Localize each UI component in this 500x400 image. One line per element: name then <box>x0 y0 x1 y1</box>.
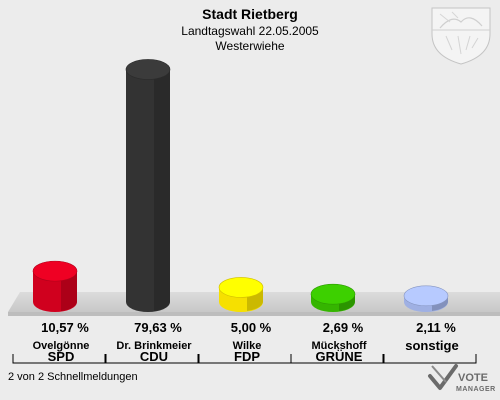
label-bracket <box>290 354 384 364</box>
party-label: CDU <box>140 349 168 364</box>
candidate-label: Dr. Brinkmeier <box>116 340 192 352</box>
vote-manager-logo: VOTE MANAGER <box>428 364 496 393</box>
brand-line1: VOTE <box>458 372 488 384</box>
bar-fdp <box>218 277 264 312</box>
party-label: SPD <box>48 349 75 364</box>
value-label: 2,11 % <box>416 320 456 335</box>
value-label: 79,63 % <box>134 320 182 335</box>
candidate-label: Wilke <box>233 340 262 352</box>
bar-spd <box>32 260 78 312</box>
brand-line2: MANAGER <box>456 386 496 393</box>
bar-cdu <box>125 59 171 312</box>
label-bracket <box>383 354 477 364</box>
label-bracket <box>12 354 106 364</box>
bar-sonstige <box>403 285 449 312</box>
chart-title: Stadt Rietberg <box>202 6 298 22</box>
party-label: GRÜNE <box>316 349 363 364</box>
party-label: FDP <box>234 349 260 364</box>
status-text: 2 von 2 Schnellmeldungen <box>8 371 138 383</box>
bar-grüne <box>310 283 356 312</box>
candidate-label: Ovelgönne <box>33 340 90 352</box>
chart-location: Westerwiehe <box>215 39 284 53</box>
label-bracket <box>105 354 199 364</box>
nrw-coat-of-arms-icon <box>431 7 491 65</box>
candidate-label: Mückshoff <box>312 340 367 352</box>
party-label: sonstige <box>405 338 458 353</box>
value-label: 2,69 % <box>323 320 364 335</box>
chart-subtitle: Landtagswahl 22.05.2005 <box>181 24 319 38</box>
value-label: 10,57 % <box>41 320 89 335</box>
check-mark-icon <box>428 364 458 390</box>
bars-group <box>32 59 449 312</box>
value-label: 5,00 % <box>231 320 272 335</box>
